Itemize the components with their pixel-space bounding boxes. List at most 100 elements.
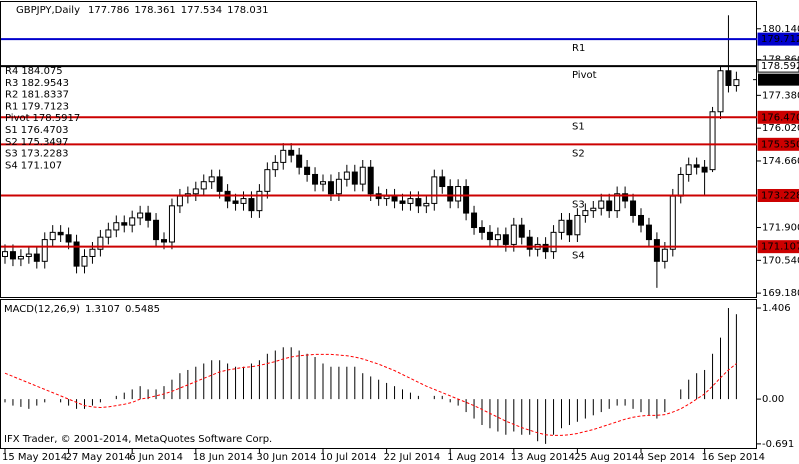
macd-y-tick-label: 0.00 <box>762 394 784 405</box>
macd-current: 1.3107 <box>85 304 120 315</box>
pivot-info-value: 182.9543 <box>21 78 69 89</box>
candle-body <box>526 236 533 250</box>
header-high: 178.361 <box>134 5 175 16</box>
candle-body <box>590 207 597 212</box>
level-price-label: 171.107 <box>761 242 799 253</box>
y-tick-label: 176.020 <box>762 123 799 134</box>
header-low: 177.534 <box>181 5 222 16</box>
candle-body <box>423 202 430 207</box>
candle-body <box>693 164 700 168</box>
y-tick-label: 180.140 <box>762 24 799 35</box>
candle-body <box>661 248 668 262</box>
candle-body <box>264 169 271 192</box>
candle-body <box>296 154 303 168</box>
pivot-info-name: R2 <box>5 90 18 101</box>
candle-body <box>399 200 406 204</box>
pivot-info-value: 173.2283 <box>21 149 69 160</box>
level-name: S1 <box>572 121 585 132</box>
macd-title: MACD(12,26,9) <box>4 304 80 315</box>
candle-body <box>49 231 56 241</box>
candle-body <box>327 181 334 195</box>
candle-body <box>367 166 374 195</box>
level-price-label: 178.592 <box>761 61 799 72</box>
x-tick-label: 30 Jun 2014 <box>256 452 316 463</box>
candle-body <box>41 239 48 262</box>
candle-body <box>304 166 311 175</box>
signal-current: 0.5485 <box>125 304 160 315</box>
candle-body <box>121 222 128 226</box>
candle-body <box>248 198 255 212</box>
candle-body <box>312 173 319 185</box>
candle-body <box>407 198 414 204</box>
candle-body <box>439 176 446 188</box>
pivot-info-name: S2 <box>5 137 18 148</box>
candle-body <box>685 164 692 175</box>
candle-body <box>701 166 708 173</box>
candle-body <box>455 186 462 202</box>
pivot-info: R2 181.8337 <box>5 90 69 101</box>
candle-body <box>733 79 740 87</box>
candle-body <box>709 111 716 171</box>
x-tick-label: 10 Jul 2014 <box>320 452 377 463</box>
header-close: 178.031 <box>227 5 268 16</box>
candle-body <box>566 219 573 236</box>
level-name: S4 <box>572 251 585 262</box>
candle-body <box>57 231 64 236</box>
candle-body <box>479 227 485 233</box>
level-price-label: 179.712 <box>761 34 799 45</box>
candle-body <box>447 186 454 202</box>
pivot-info: R4 184.075 <box>5 66 63 77</box>
candle-body <box>351 171 358 185</box>
candle-body <box>574 214 581 236</box>
x-tick-label: 22 Jul 2014 <box>384 452 441 463</box>
candle-body <box>137 212 144 219</box>
pivot-info: S3 173.2283 <box>5 149 68 160</box>
pivot-info-value: 181.8337 <box>21 90 69 101</box>
candle-body <box>630 200 637 216</box>
pivot-info-name: S4 <box>5 160 18 171</box>
candle-body <box>383 195 390 200</box>
level-name: S3 <box>572 199 585 210</box>
pivot-info-name: R4 <box>5 66 18 77</box>
candle-body <box>622 193 629 202</box>
level-name: Pivot <box>572 70 597 81</box>
pivot-info: R1 179.7123 <box>5 101 69 112</box>
candle-body <box>168 205 175 243</box>
candle-body <box>216 176 223 192</box>
candle-body <box>606 200 613 212</box>
x-tick-label: 13 Aug 2014 <box>511 452 575 463</box>
candle-body <box>288 149 295 156</box>
main-panel <box>0 1 757 298</box>
level-name: R1 <box>572 43 585 54</box>
candle-body <box>486 231 493 241</box>
x-tick-label: 27 May 2014 <box>66 452 131 463</box>
level-price-box <box>757 137 799 151</box>
x-tick-label: 4 Sep 2014 <box>638 452 695 463</box>
pivot-info-name: S1 <box>5 125 18 136</box>
candle-body <box>638 214 644 226</box>
candle-body <box>113 222 120 231</box>
y-tick-label: 177.380 <box>762 90 799 101</box>
candle-body <box>391 195 398 202</box>
candle-body <box>494 234 501 241</box>
pivot-info-name: R3 <box>5 78 18 89</box>
candle-body <box>645 224 652 241</box>
candle-body <box>105 229 112 238</box>
candle-body <box>614 193 621 212</box>
level-price-box <box>757 240 799 254</box>
candle-body <box>320 181 326 185</box>
candle-body <box>359 166 366 185</box>
candle-body <box>97 236 104 250</box>
chart-title: GBPJPY,Daily <box>16 5 80 16</box>
candle-body <box>153 219 160 241</box>
candle-body <box>280 149 287 163</box>
copyright: IFX Trader, © 2001-2014, MetaQuotes Soft… <box>4 434 272 445</box>
candle-body <box>431 176 438 204</box>
candle-body <box>415 198 422 207</box>
signal-line <box>4 353 737 436</box>
candle-body <box>240 198 247 204</box>
candle-body <box>200 181 207 190</box>
pivot-info: S2 175.3497 <box>5 137 68 148</box>
candle-body <box>717 70 724 113</box>
candle-body <box>17 255 24 260</box>
